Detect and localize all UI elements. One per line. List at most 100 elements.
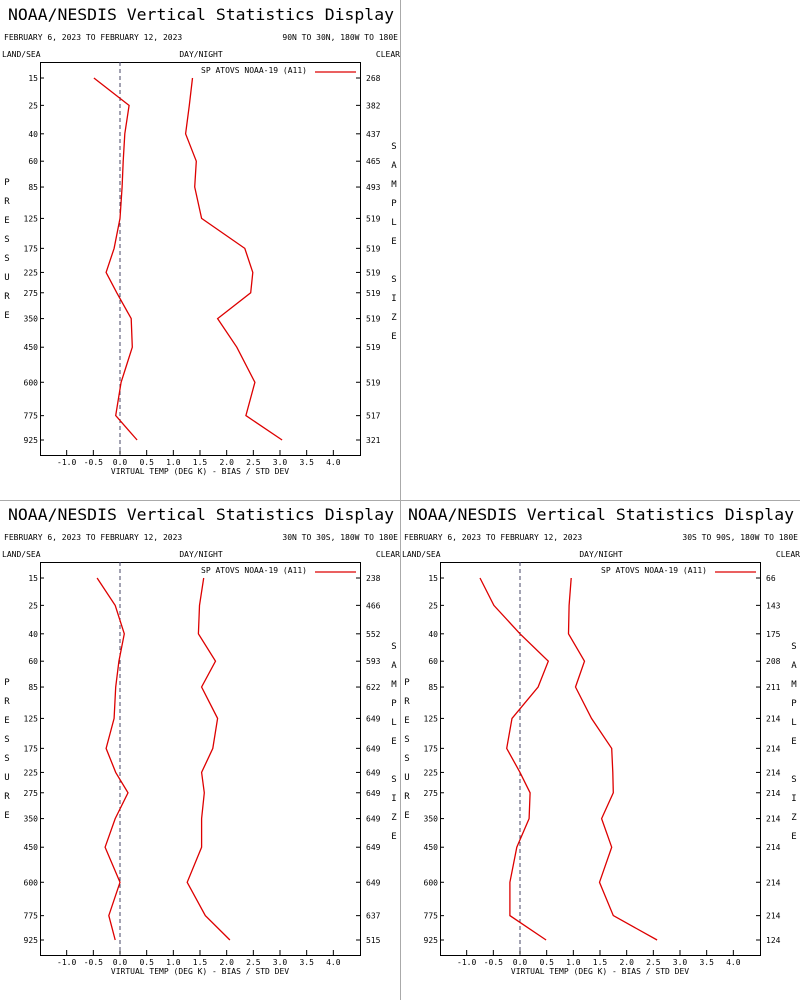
region: 90N TO 30N, 180W TO 180E [282,33,398,42]
panel: NOAA/NESDIS Vertical Statistics Display F… [402,505,800,976]
y-tick-label: 60 [428,657,438,666]
sample-size: 649 [366,768,381,777]
sample-size: 649 [366,744,381,753]
x-tick-label: -0.5 [84,458,103,467]
y-tick-label: 350 [24,815,39,824]
sample-size: 649 [366,843,381,852]
sample-size: 519 [366,289,381,298]
x-tick-label: 4.0 [326,458,341,467]
y-tick-label: 450 [24,343,39,352]
x-tick-label: 1.0 [566,958,581,967]
y2-axis-label: SAMPLE SIZE [389,142,399,351]
y-tick-label: 40 [28,130,38,139]
x-tick-label: -1.0 [57,458,76,467]
x-tick-label: 1.5 [193,458,208,467]
x-tick-label: 0.5 [139,458,154,467]
y-tick-label: 925 [24,436,39,445]
land-sea: LAND/SEA [2,550,41,559]
legend-label: SP ATOVS NOAA-19 (A11) [201,566,307,575]
day-night: DAY/NIGHT [179,50,223,59]
x-tick-label: 3.0 [273,958,288,967]
panel-title: NOAA/NESDIS Vertical Statistics Display [8,505,394,524]
land-sea: LAND/SEA [2,50,41,59]
x-tick-label: 0.5 [139,958,154,967]
clear: CLEAR [776,550,800,559]
x-tick-label: 3.0 [673,958,688,967]
clear: CLEAR [376,50,400,59]
x-tick-label: 2.0 [219,958,234,967]
y-tick-label: 600 [424,878,439,887]
day-night: DAY/NIGHT [579,550,623,559]
y-tick-label: 350 [424,815,439,824]
sample-size: 517 [366,412,381,421]
sample-size: 519 [366,378,381,387]
legend-label: SP ATOVS NOAA-19 (A11) [601,566,707,575]
x-tick-label: 0.0 [113,958,128,967]
x-tick-label: 0.5 [539,958,554,967]
panel: NOAA/NESDIS Vertical Statistics Display F… [2,5,400,476]
x-tick-label: 3.5 [699,958,714,967]
sample-size: 214 [766,815,781,824]
sample-size: 515 [366,936,381,945]
x-tick-label: 0.0 [113,458,128,467]
y-tick-label: 925 [24,936,39,945]
y-tick-label: 275 [24,789,39,798]
plot-frame [440,562,761,956]
y-tick-label: 85 [28,683,38,692]
sample-size: 214 [766,744,781,753]
plot-frame [40,562,361,956]
x-tick-label: 3.5 [299,958,314,967]
y-tick-label: 15 [28,74,38,83]
y-tick-label: 350 [24,315,39,324]
y-tick-label: 450 [424,843,439,852]
sample-size: 214 [766,714,781,723]
panel-title: NOAA/NESDIS Vertical Statistics Display [8,5,394,24]
y-tick-label: 275 [424,789,439,798]
sample-size: 214 [766,878,781,887]
bias-line [479,577,550,941]
sample-size: 214 [766,912,781,921]
y-axis-label: PRESSURE [2,178,12,330]
y-tick-label: 775 [24,412,39,421]
x-tick-label: -0.5 [484,958,503,967]
y-tick-label: 175 [24,744,39,753]
day-night: DAY/NIGHT [179,550,223,559]
land-sea: LAND/SEA [402,550,441,559]
x-tick-label: 3.5 [299,458,314,467]
y2-axis-label: SAMPLE SIZE [389,642,399,851]
x-tick-label: 2.5 [646,958,661,967]
sample-size: 493 [366,183,381,192]
region: 30S TO 90S, 180W TO 180E [682,533,798,542]
sample-size: 214 [766,768,781,777]
y-tick-label: 175 [24,244,39,253]
y-tick-label: 225 [424,768,439,777]
y-tick-label: 225 [24,768,39,777]
y-tick-label: 600 [24,378,39,387]
y-tick-label: 40 [28,630,38,639]
sample-size: 519 [366,214,381,223]
x-tick-label: -0.5 [84,958,103,967]
y-tick-label: 85 [428,683,438,692]
sample-size: 175 [766,630,781,639]
sample-size: 637 [366,912,381,921]
y-tick-label: 25 [428,601,438,610]
x-tick-label: 4.0 [326,958,341,967]
sample-size: 214 [766,843,781,852]
x-tick-label: 1.5 [593,958,608,967]
y2-axis-label: SAMPLE SIZE [789,642,799,851]
x-tick-label: 3.0 [273,458,288,467]
bias-line [93,77,138,441]
date-range: FEBRUARY 6, 2023 TO FEBRUARY 12, 2023 [4,533,182,542]
y-tick-label: 15 [28,574,38,583]
region: 30N TO 30S, 180W TO 180E [282,533,398,542]
x-tick-label: 2.5 [246,458,261,467]
x-axis-label: VIRTUAL TEMP (DEG K) - BIAS / STD DEV [111,967,289,976]
date-range: FEBRUARY 6, 2023 TO FEBRUARY 12, 2023 [404,533,582,542]
y-axis-label: PRESSURE [402,678,412,830]
x-tick-label: 1.0 [166,458,181,467]
y-tick-label: 125 [424,714,439,723]
std-dev-line [186,577,231,941]
sample-size: 465 [366,157,381,166]
